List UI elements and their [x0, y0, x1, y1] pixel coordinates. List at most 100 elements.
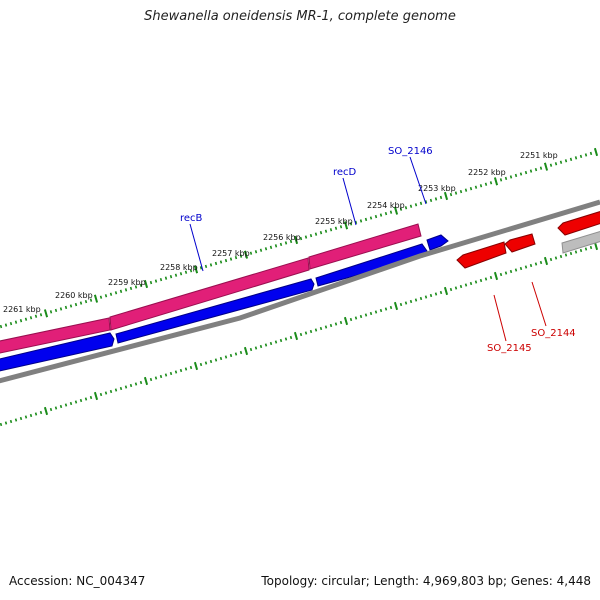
outer-ring-minor-tick — [129, 286, 133, 291]
leader-line-so2146 — [409, 156, 427, 205]
inner-ring-minor-tick — [549, 257, 553, 262]
inner-ring-minor-tick — [69, 401, 73, 406]
cds-track — [0, 223, 422, 354]
outer-ring-minor-tick — [439, 195, 443, 200]
gene-arrow-recd-1[interactable] — [115, 278, 315, 344]
inner-ring-minor-tick — [354, 316, 358, 320]
inner-ring-minor-tick — [219, 356, 223, 361]
outer-ring-minor-tick — [59, 307, 63, 311]
outer-ring-minor-tick — [14, 320, 18, 324]
inner-ring-minor-tick — [279, 338, 283, 343]
outer-ring-minor-tick — [64, 305, 68, 310]
gene-arrow-recb[interactable] — [0, 332, 115, 372]
inner-ring-minor-tick — [554, 256, 558, 260]
outer-ring-minor-tick — [134, 285, 138, 289]
outer-ring-minor-tick — [259, 248, 263, 252]
outer-ring-minor-tick — [69, 304, 73, 308]
outer-ring-minor-tick — [479, 184, 483, 188]
outer-ring-minor-tick — [179, 272, 183, 276]
inner-ring-major-tick — [243, 346, 249, 356]
gene-label-so2145[interactable]: SO_2145 — [487, 343, 532, 354]
outer-ring-minor-tick — [74, 302, 78, 307]
inner-ring-minor-tick — [159, 374, 163, 379]
inner-ring-minor-tick — [114, 388, 118, 392]
inner-ring-minor-tick — [479, 278, 483, 283]
outer-ring-minor-tick — [499, 178, 503, 182]
inner-ring-minor-tick — [379, 308, 383, 313]
inner-ring-minor-tick — [209, 359, 213, 364]
gene-label-recb[interactable]: recB — [180, 213, 203, 224]
inner-ring-minor-tick — [19, 416, 23, 421]
outer-ring-minor-tick — [0, 324, 3, 329]
outer-ring-minor-tick — [89, 298, 93, 302]
outer-ring-minor-tick — [324, 229, 328, 233]
inner-ring-minor-tick — [389, 305, 393, 310]
inner-ring-minor-tick — [409, 299, 413, 304]
inner-ring-minor-tick — [569, 251, 573, 256]
inner-ring-minor-tick — [314, 328, 318, 332]
genome-summary-text: Topology: circular; Length: 4,969,803 bp… — [261, 574, 591, 588]
outer-ring-minor-tick — [309, 233, 313, 238]
outer-ring-minor-tick — [569, 157, 573, 162]
cds-bar-recb[interactable] — [0, 317, 111, 354]
inner-ring-minor-tick — [534, 262, 538, 266]
inner-ring-minor-tick — [484, 277, 488, 281]
inner-ring-minor-tick — [64, 403, 68, 407]
outer-ring-minor-tick — [459, 189, 463, 194]
outer-ring-minor-tick — [334, 226, 338, 230]
outer-ring-major-tick — [493, 177, 499, 186]
outer-ring-minor-tick — [19, 318, 23, 323]
outer-ring-minor-tick — [374, 214, 378, 219]
cds-bar-recd-2[interactable] — [308, 223, 422, 270]
inner-ring-minor-tick — [334, 322, 338, 326]
outer-ring-minor-tick — [54, 308, 58, 313]
gene-label-recd[interactable]: recD — [333, 167, 357, 178]
inner-ring-minor-tick — [304, 331, 308, 335]
outer-ring-major-tick — [243, 250, 249, 259]
inner-ring-minor-tick — [359, 314, 363, 319]
outer-ring-minor-tick — [24, 317, 28, 321]
outer-ring-minor-tick — [364, 217, 368, 222]
outer-ring-minor-tick — [484, 182, 488, 186]
gene-arrow-edge-red[interactable] — [557, 210, 600, 236]
outer-ring-major-tick — [393, 206, 399, 215]
outer-ring-minor-tick — [209, 263, 213, 267]
inner-ring-minor-tick — [154, 376, 158, 380]
outer-ring-minor-tick — [514, 173, 518, 178]
inner-tick-ring — [0, 241, 599, 427]
tick-label-2260: 2260 kbp — [55, 291, 93, 300]
leader-line-recb — [189, 223, 204, 272]
inner-ring-minor-tick — [514, 268, 518, 272]
gene-arrow-so2144[interactable] — [504, 233, 536, 253]
gene-labels: SO_2146 recD recB SO_2145 SO_2144 — [180, 146, 576, 354]
outer-ring-minor-tick — [589, 151, 593, 156]
gene-label-so2144[interactable]: SO_2144 — [531, 328, 576, 339]
inner-ring-minor-tick — [139, 380, 143, 385]
gene-arrow-edge-grey[interactable] — [561, 230, 600, 254]
inner-ring-minor-tick — [324, 325, 328, 329]
gene-arrow-so2146[interactable] — [426, 234, 449, 251]
cds-bar-recd[interactable] — [109, 257, 310, 331]
outer-ring-minor-tick — [199, 266, 203, 270]
outer-ring-minor-tick — [524, 170, 528, 175]
inner-ring-minor-tick — [469, 281, 473, 286]
outer-ring-minor-tick — [154, 279, 158, 283]
inner-ring-major-tick — [543, 256, 549, 266]
gene-arrow-so2145[interactable] — [456, 241, 507, 269]
outer-ring-major-tick — [293, 235, 299, 245]
outer-ring-minor-tick — [99, 295, 103, 299]
inner-ring-minor-tick — [374, 310, 378, 314]
outer-ring-minor-tick — [349, 222, 353, 226]
inner-ring-minor-tick — [184, 367, 188, 371]
outer-ring-minor-tick — [469, 186, 473, 191]
inner-ring-major-tick — [93, 391, 99, 401]
inner-ring-minor-tick — [439, 290, 443, 295]
inner-ring-minor-tick — [224, 355, 228, 359]
inner-ring-minor-tick — [54, 406, 58, 410]
outer-ring-minor-tick — [389, 210, 393, 214]
outer-ring-minor-tick — [269, 245, 273, 250]
tick-label-2251: 2251 kbp — [520, 151, 558, 160]
gene-label-so2146[interactable]: SO_2146 — [388, 146, 433, 157]
outer-ring-major-tick — [143, 279, 149, 289]
outer-ring-minor-tick — [564, 159, 568, 163]
